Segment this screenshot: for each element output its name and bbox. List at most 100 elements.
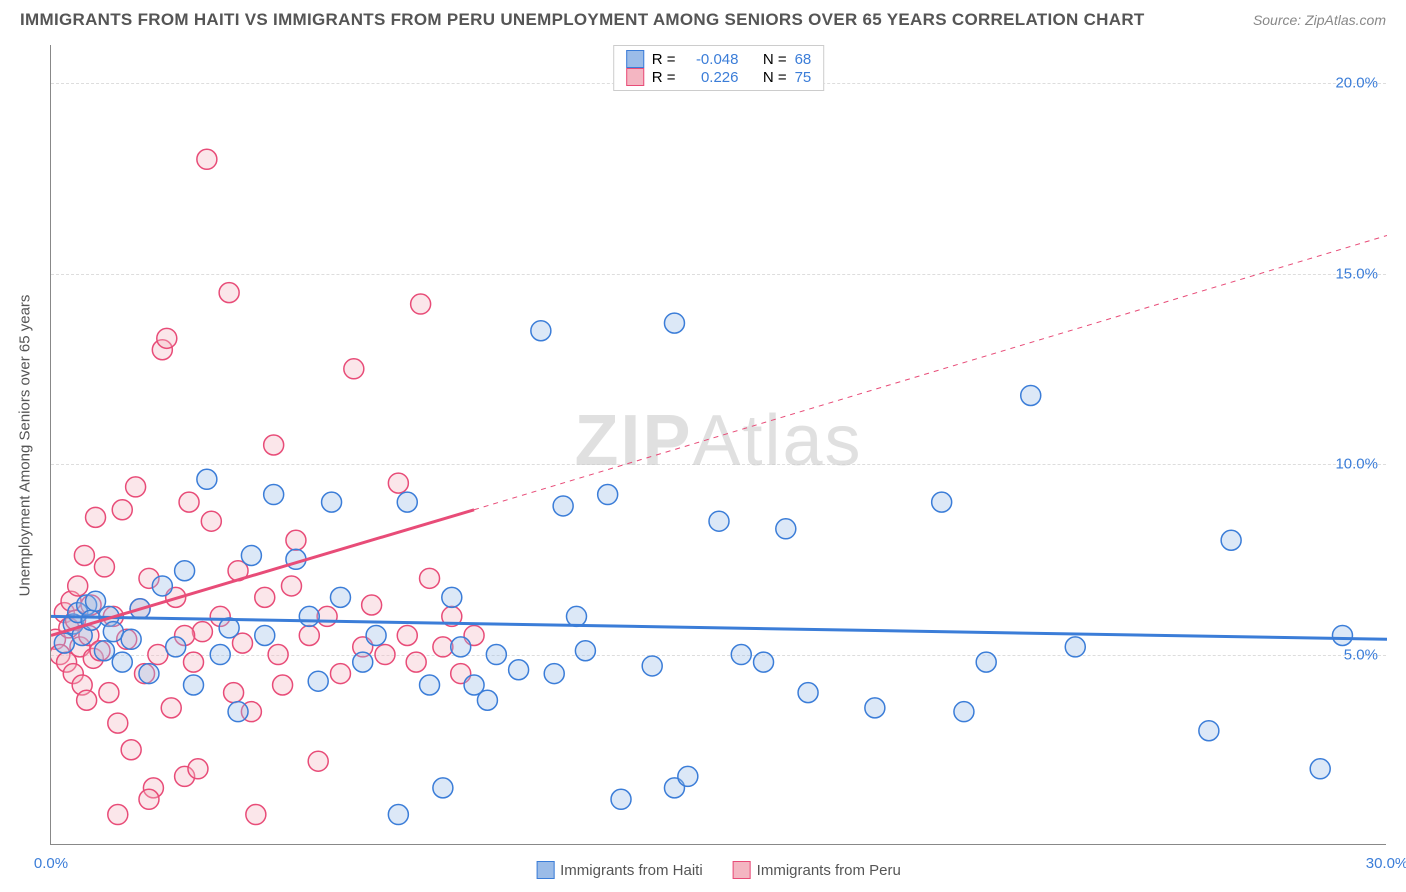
point-haiti [798,683,818,703]
point-haiti [678,766,698,786]
stats-legend-box: R = -0.048 N = 68 R = 0.226 N = 75 [613,45,825,91]
point-peru [86,507,106,527]
swatch-haiti [626,50,644,68]
point-haiti [664,313,684,333]
point-haiti [451,637,471,657]
point-peru [362,595,382,615]
point-haiti [152,576,172,596]
point-peru [161,698,181,718]
point-peru [330,664,350,684]
point-haiti [308,671,328,691]
point-haiti [976,652,996,672]
point-haiti [184,675,204,695]
legend-item-haiti: Immigrants from Haiti [536,861,703,879]
point-haiti [598,485,618,505]
point-haiti [433,778,453,798]
point-peru [121,740,141,760]
point-haiti [139,664,159,684]
point-peru [255,587,275,607]
point-haiti [94,641,114,661]
point-peru [139,789,159,809]
point-haiti [575,641,595,661]
point-haiti [642,656,662,676]
point-peru [224,683,244,703]
point-peru [299,625,319,645]
point-peru [406,652,426,672]
point-haiti [776,519,796,539]
point-peru [268,645,288,665]
point-peru [108,713,128,733]
point-peru [157,328,177,348]
point-peru [77,690,97,710]
stats-row-haiti: R = -0.048 N = 68 [626,50,812,68]
point-haiti [228,702,248,722]
point-peru [317,606,337,626]
point-peru [108,805,128,825]
point-peru [184,652,204,672]
series-legend: Immigrants from Haiti Immigrants from Pe… [536,861,901,879]
point-haiti [330,587,350,607]
point-peru [375,645,395,665]
point-haiti [531,321,551,341]
point-peru [397,625,417,645]
point-peru [94,557,114,577]
point-haiti [1065,637,1085,657]
point-peru [219,283,239,303]
x-tick-label: 0.0% [34,855,68,872]
source-attribution: Source: ZipAtlas.com [1253,12,1386,28]
point-haiti [754,652,774,672]
point-peru [246,805,266,825]
point-haiti [509,660,529,680]
point-haiti [366,625,386,645]
point-haiti [1199,721,1219,741]
point-haiti [553,496,573,516]
point-peru [411,294,431,314]
point-haiti [397,492,417,512]
trend-line-peru-extrapolated [474,235,1387,509]
swatch-haiti-icon [536,861,554,879]
point-peru [433,637,453,657]
chart-title: IMMIGRANTS FROM HAITI VS IMMIGRANTS FROM… [20,10,1145,30]
point-peru [388,473,408,493]
point-haiti [166,637,186,657]
point-haiti [442,587,462,607]
point-haiti [121,629,141,649]
point-haiti [54,633,74,653]
point-peru [420,568,440,588]
point-haiti [477,690,497,710]
point-peru [344,359,364,379]
point-peru [264,435,284,455]
point-peru [74,545,94,565]
point-peru [179,492,199,512]
swatch-peru [626,68,644,86]
chart-plot-area: ZIPAtlas R = -0.048 N = 68 R = 0.226 N =… [50,45,1386,845]
y-axis-label: Unemployment Among Seniors over 65 years [17,294,34,596]
swatch-peru-icon [733,861,751,879]
point-peru [188,759,208,779]
point-haiti [353,652,373,672]
point-haiti [1310,759,1330,779]
point-peru [197,149,217,169]
point-haiti [420,675,440,695]
point-haiti [388,805,408,825]
point-haiti [1221,530,1241,550]
point-haiti [210,645,230,665]
trend-line-haiti [51,616,1387,639]
x-tick-label: 30.0% [1366,855,1406,872]
point-haiti [486,645,506,665]
point-haiti [264,485,284,505]
point-haiti [1021,385,1041,405]
point-haiti [241,545,261,565]
point-peru [112,500,132,520]
point-haiti [731,645,751,665]
point-peru [148,645,168,665]
point-peru [281,576,301,596]
point-peru [192,622,212,642]
point-peru [286,530,306,550]
point-haiti [1332,625,1352,645]
point-peru [201,511,221,531]
point-haiti [544,664,564,684]
point-haiti [255,625,275,645]
point-haiti [566,606,586,626]
point-haiti [299,606,319,626]
